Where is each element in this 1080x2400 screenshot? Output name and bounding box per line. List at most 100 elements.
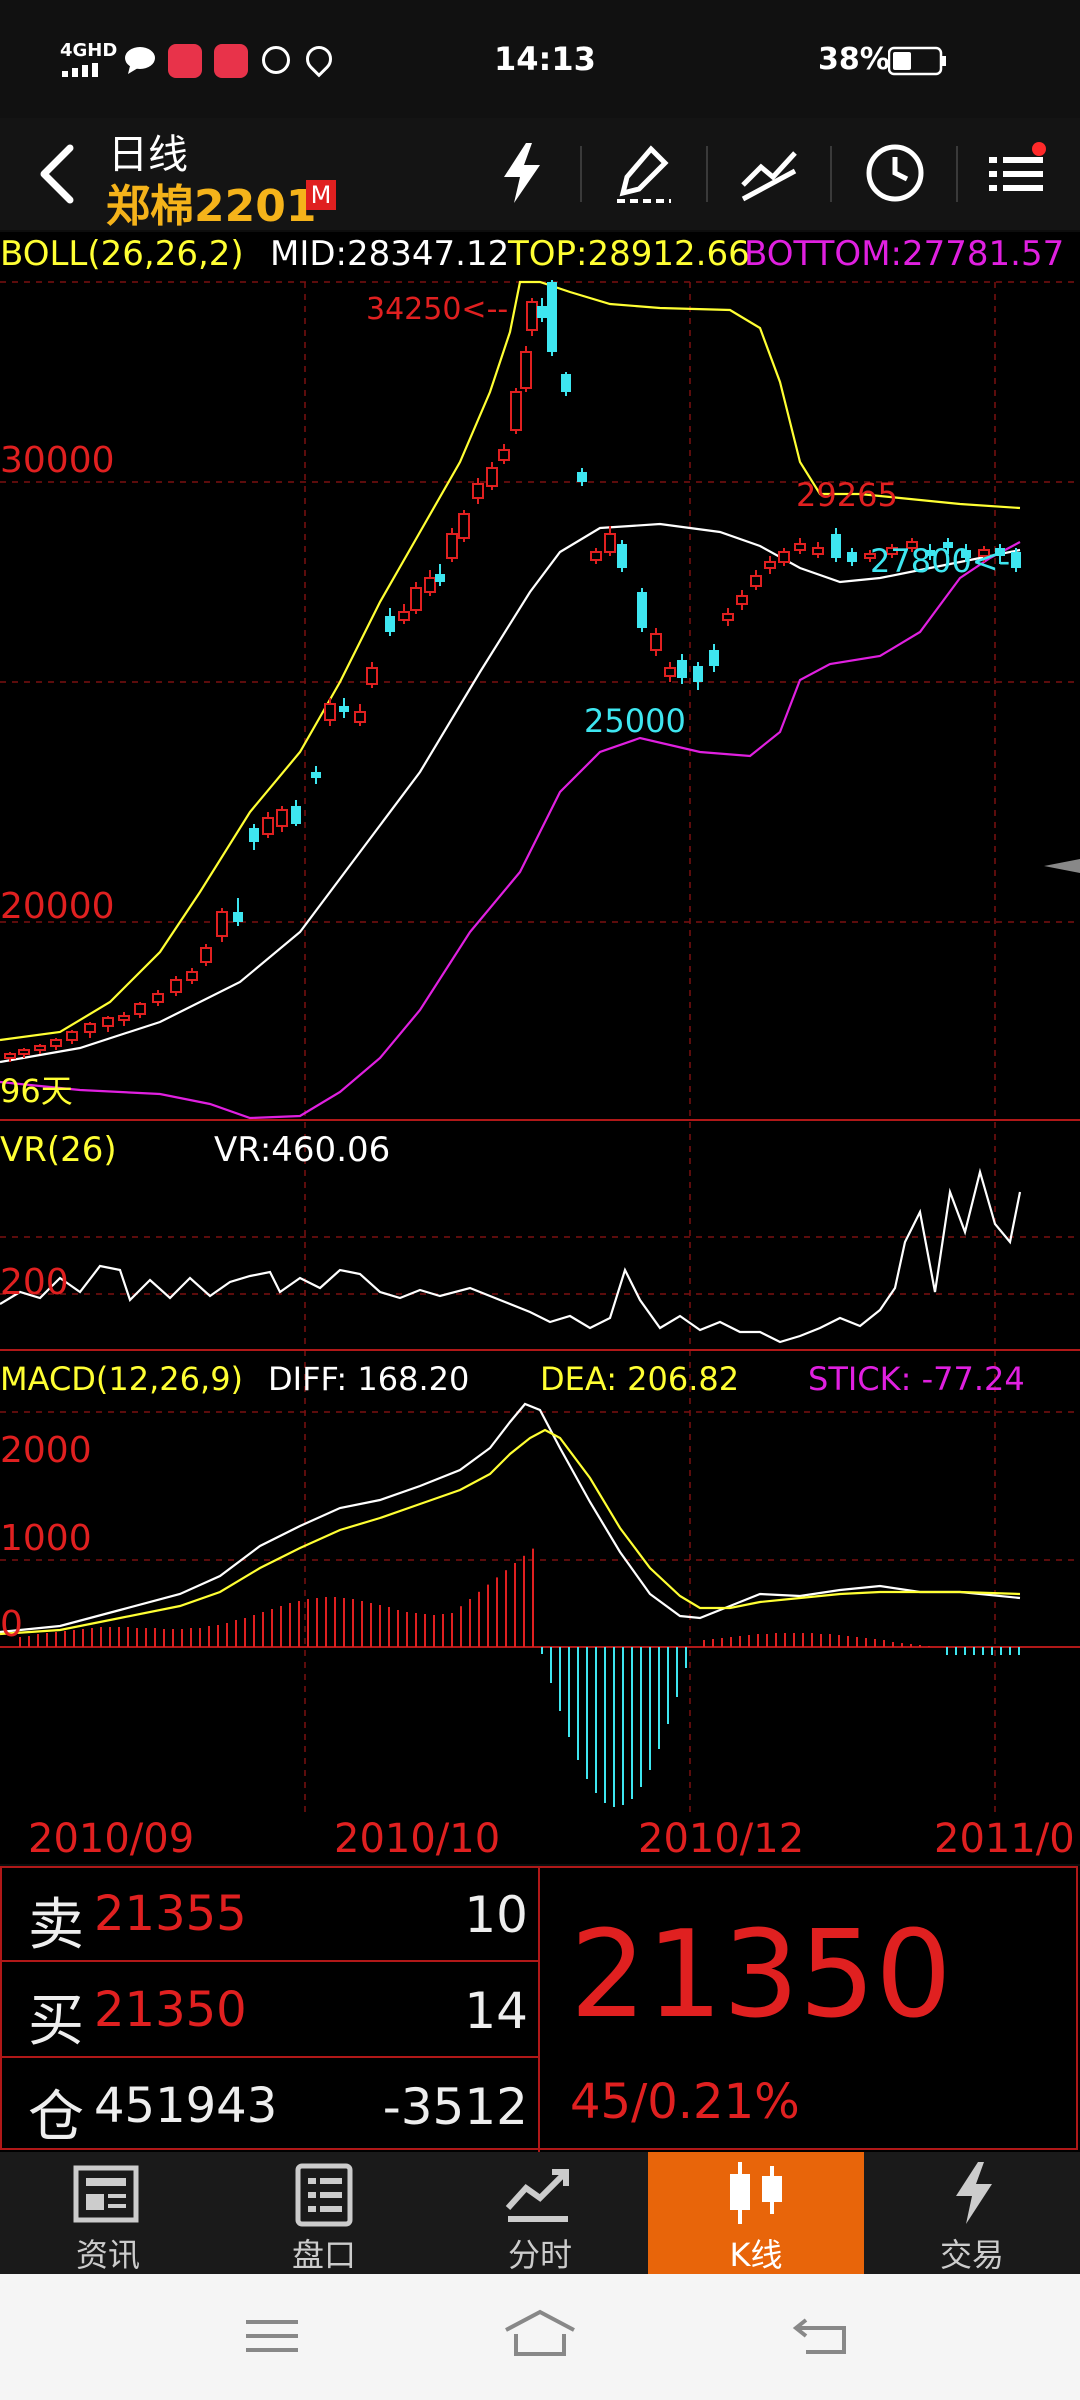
draw-button[interactable] xyxy=(608,138,678,208)
candle-body xyxy=(262,817,274,835)
candle-body xyxy=(736,595,748,605)
candle-body xyxy=(66,1031,78,1041)
candle-body xyxy=(794,543,806,551)
candle-body xyxy=(34,1045,46,1051)
timeshare-icon xyxy=(505,2169,569,2222)
candle-body xyxy=(186,971,198,981)
candle-body xyxy=(637,592,647,628)
candle-body xyxy=(50,1039,62,1047)
orderbook-icon xyxy=(295,2163,353,2227)
flash-button[interactable] xyxy=(486,138,556,208)
candle-body xyxy=(398,611,410,621)
tab-news[interactable]: 资讯 xyxy=(0,2152,216,2274)
candle-body xyxy=(446,533,458,559)
indicator-button[interactable] xyxy=(734,138,804,208)
candle-body xyxy=(170,979,182,993)
candle-body xyxy=(4,1053,16,1059)
tab-kline[interactable]: K线 xyxy=(648,2152,864,2274)
contract-title[interactable]: 郑棉2201 xyxy=(106,181,317,232)
vr-label[interactable]: VR(26) xyxy=(0,1130,117,1170)
status-bar: 4GHD 14:13 38% xyxy=(0,0,1080,118)
annotation-29265: 29265 xyxy=(796,476,898,514)
ask-price: 21355 xyxy=(94,1886,247,1942)
ask-volume: 10 xyxy=(464,1886,528,1944)
boll-label[interactable]: BOLL(26,26,2) xyxy=(0,234,244,274)
vr-value: VR:460.06 xyxy=(214,1130,391,1170)
candle-body xyxy=(664,667,676,677)
candle-body xyxy=(311,772,321,778)
candle-body xyxy=(750,575,762,587)
tab-label: 交易 xyxy=(939,2236,1004,2274)
price-axis-tick-20000: 20000 xyxy=(0,886,115,927)
tab-orderbook[interactable]: 盘口 xyxy=(216,2152,432,2274)
candle-body xyxy=(537,306,547,318)
boll-top-line xyxy=(0,280,1021,1042)
candle-body xyxy=(812,547,824,555)
candle-body xyxy=(152,993,164,1003)
chart-area[interactable]: BOLL(26,26,2) MID:28347.12 TOP:28912.66 … xyxy=(0,232,1080,1812)
bottom-tab-bar: 资讯 盘口 分时 K线 交易 xyxy=(0,2152,1080,2274)
candle-body xyxy=(604,533,616,553)
app-icon xyxy=(168,44,202,78)
network-indicator: 4GHD xyxy=(60,40,118,61)
menu-button[interactable] xyxy=(982,138,1052,208)
lightning-icon xyxy=(956,2162,992,2224)
candle-body xyxy=(561,374,571,392)
candle-body xyxy=(906,541,918,549)
tab-timeshare[interactable]: 分时 xyxy=(432,2152,648,2274)
candle-body xyxy=(366,667,378,685)
back-nav-icon[interactable] xyxy=(792,2310,852,2358)
macd-axis-tick-1000: 1000 xyxy=(0,1518,92,1559)
clock-small-icon xyxy=(262,46,290,74)
price-cursor-marker[interactable] xyxy=(1044,858,1080,877)
market-badge: M xyxy=(306,180,336,210)
ask-row[interactable]: 卖 21355 10 xyxy=(0,1866,538,1962)
candle-body xyxy=(831,534,841,558)
candle-body xyxy=(1011,552,1021,568)
candle-body xyxy=(847,552,857,562)
boll-top-value: TOP:28912.66 xyxy=(508,234,750,274)
candle-body xyxy=(995,548,1005,556)
candle-body xyxy=(486,467,498,487)
candle-body xyxy=(291,806,301,824)
open-interest-change: -3512 xyxy=(382,2078,528,2136)
history-button[interactable] xyxy=(860,138,930,208)
candle-body xyxy=(118,1015,130,1021)
candle-body xyxy=(943,542,953,548)
open-interest-row[interactable]: 仓 451943 -3512 xyxy=(0,2058,538,2152)
candle-body xyxy=(722,613,734,621)
date-label: 2011/0 xyxy=(934,1816,1075,1862)
candle-body xyxy=(526,301,538,331)
candle-body xyxy=(472,483,484,499)
annotation-high: 34250<-- xyxy=(366,292,509,327)
boll-mid-value: MID:28347.12 xyxy=(270,234,510,274)
bid-label: 买 xyxy=(28,1989,84,2054)
home-icon[interactable] xyxy=(502,2308,578,2360)
candle-body xyxy=(864,553,876,559)
candle-body xyxy=(709,650,719,666)
candle-body xyxy=(276,809,288,827)
price-axis-tick-30000: 30000 xyxy=(0,440,115,481)
candle-body xyxy=(200,947,212,963)
macd-dea-line xyxy=(0,1428,1021,1636)
tab-label: K线 xyxy=(729,2236,783,2274)
recents-icon[interactable] xyxy=(242,2314,302,2358)
back-button[interactable] xyxy=(22,134,92,214)
candle-body xyxy=(410,587,422,611)
candle-body xyxy=(677,660,687,678)
tab-label: 分时 xyxy=(507,2236,572,2274)
system-nav-bar xyxy=(0,2274,1080,2400)
candle-body xyxy=(435,574,445,582)
annotation-low: 25000 xyxy=(584,702,686,740)
candle-body xyxy=(339,706,349,712)
macd-axis-tick-0: 0 xyxy=(0,1604,23,1645)
candle-body xyxy=(385,616,395,632)
ask-label: 卖 xyxy=(28,1893,84,1958)
annotation-27800: 27800<-- xyxy=(870,542,1022,580)
macd-label[interactable]: MACD(12,26,9) xyxy=(0,1360,244,1398)
candle-body xyxy=(590,551,602,561)
bid-row[interactable]: 买 21350 14 xyxy=(0,1962,538,2058)
last-price: 21350 xyxy=(570,1906,952,2045)
tab-trade[interactable]: 交易 xyxy=(864,2152,1080,2274)
candle-body xyxy=(216,911,228,937)
